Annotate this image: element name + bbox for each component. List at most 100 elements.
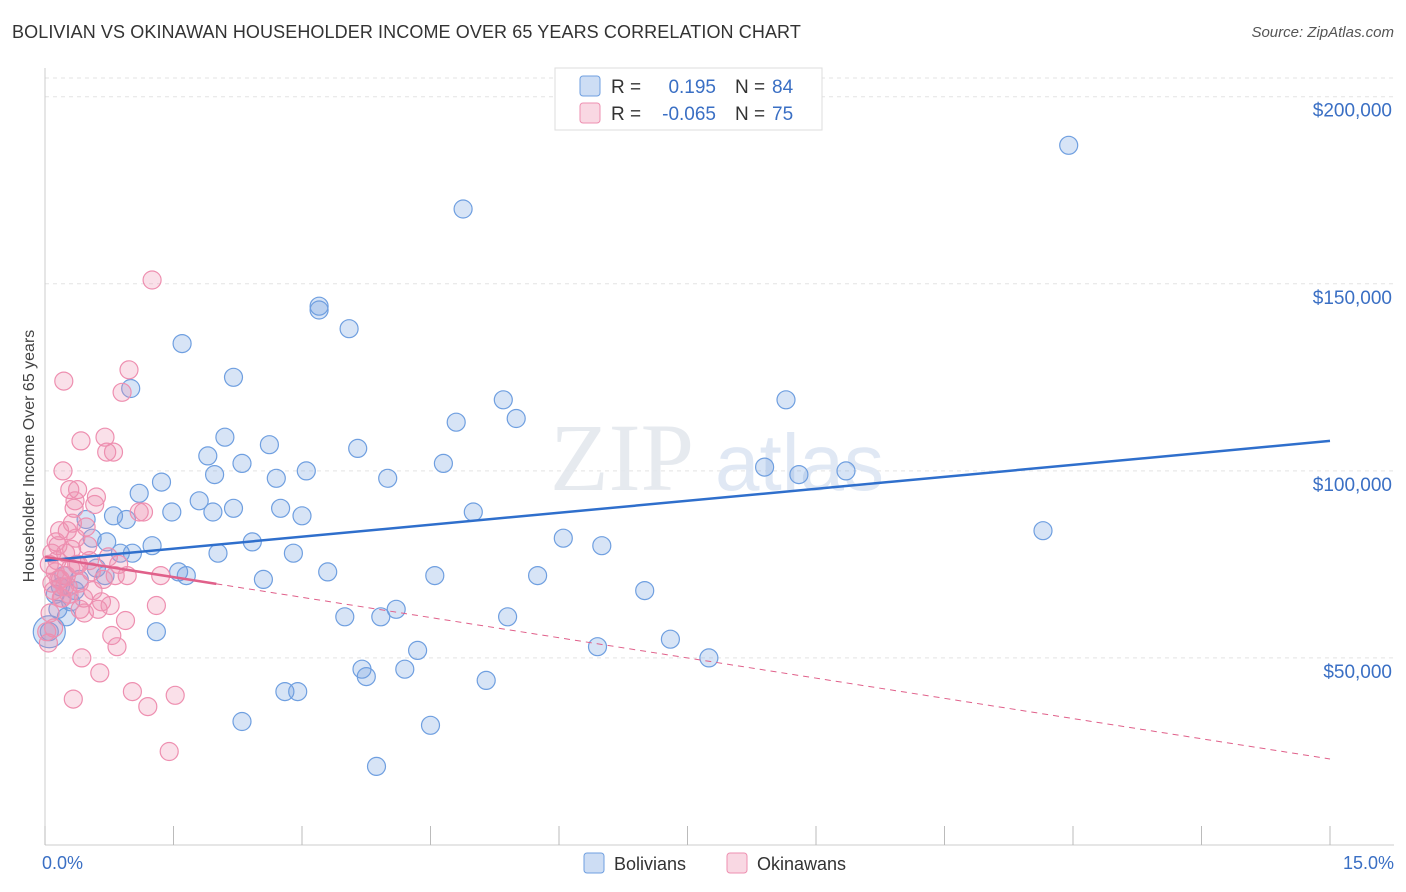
x-tick-label-max: 15.0%	[1343, 853, 1394, 873]
okinawans-point-1	[38, 633, 59, 653]
bolivians-point-54	[420, 715, 441, 735]
legend-r-label-1: R =	[611, 77, 641, 98]
bolivians-point-65	[553, 528, 573, 548]
bolivians-point-18	[129, 483, 149, 503]
trend-lines	[44, 439, 1331, 760]
x-ticks	[44, 826, 1331, 845]
bolivians-point-35	[266, 468, 286, 488]
bolivians-point-27	[205, 465, 225, 485]
okinawans-point-70	[57, 521, 77, 541]
okinawans-point-44	[103, 442, 124, 462]
bolivians-point-30	[223, 498, 244, 518]
bolivians-point-64	[527, 565, 548, 586]
okinawans-point-36	[90, 663, 110, 683]
okinawans-point-56	[142, 270, 162, 290]
bolivians-point-66	[587, 637, 608, 657]
legend-r-value-2: -0.065	[662, 104, 716, 125]
okinawans-point-55	[138, 696, 158, 717]
legend-n-label-2: N =	[735, 104, 765, 125]
bolivians-point-43	[318, 562, 338, 582]
bolivians-point-83	[232, 711, 252, 732]
bolivians-point-75	[1033, 521, 1053, 541]
watermark-atlas: atlas	[715, 418, 884, 507]
bolivians-point-68	[635, 580, 655, 601]
okinawans-point-51	[119, 360, 139, 380]
y-tick-labels: $50,000 $100,000 $150,000 $200,000	[1313, 101, 1392, 683]
okinawans-point-54	[133, 502, 154, 522]
okinawans-point-64	[43, 618, 64, 638]
okinawans-point-46	[107, 637, 127, 657]
legend-r-value-1: 0.195	[668, 77, 716, 98]
bolivians-point-61	[493, 390, 513, 410]
bolivians-point-80	[203, 502, 223, 522]
bolivians-point-34	[259, 435, 279, 455]
okinawans-point-48	[112, 382, 132, 402]
trend-line-okinawans-dashed	[216, 583, 1331, 760]
bolivians-point-20	[146, 622, 166, 642]
bolivians-point-21	[151, 472, 172, 492]
y-tick-label-2: $150,000	[1313, 288, 1392, 309]
bolivians-point-57	[446, 412, 466, 432]
bolivians-point-62	[498, 607, 518, 627]
bolivians-point-55	[425, 565, 445, 586]
bolivians-point-76	[1059, 135, 1079, 155]
bottom-legend-swatch-bolivians	[583, 852, 605, 874]
okinawans-point-19	[65, 491, 85, 511]
bolivians-point-24	[176, 565, 196, 586]
okinawans-point-38	[93, 569, 113, 590]
bolivians-point-49	[371, 607, 391, 627]
okinawans-point-29	[78, 536, 98, 556]
okinawans-point-69	[55, 577, 75, 597]
bolivians-point-53	[408, 640, 428, 661]
okinawans-point-42	[100, 595, 120, 616]
axes	[44, 68, 1394, 846]
legend-swatch-okinawans	[579, 102, 601, 124]
okinawans-point-18	[64, 498, 84, 518]
bolivians-point-71	[754, 457, 775, 477]
bolivians-point-69	[660, 629, 681, 649]
chart-title: BOLIVIAN VS OKINAWAN HOUSEHOLDER INCOME …	[12, 22, 801, 42]
bolivians-point-45	[339, 319, 359, 339]
bolivians-point-58	[453, 199, 473, 219]
okinawans-point-28	[76, 517, 96, 537]
bolivians-point-51	[386, 599, 406, 619]
bolivians-point-72	[776, 390, 796, 410]
bolivians-point-25	[189, 491, 209, 511]
trend-line-okinawans-solid	[44, 555, 217, 586]
okinawans-point-61	[63, 689, 83, 709]
bolivians-point-38	[283, 543, 303, 563]
bottom-legend: Bolivians Okinawans	[583, 852, 846, 874]
bolivians-point-22	[162, 502, 182, 522]
bolivians-point-33	[253, 569, 273, 590]
watermark-zip: ZIP	[550, 404, 694, 511]
legend-n-value-1: 84	[772, 77, 794, 98]
watermark: ZIP atlas	[550, 404, 884, 511]
trend-line-bolivians	[44, 439, 1331, 562]
bolivians-point-26	[198, 446, 218, 466]
bolivians-point-79	[223, 367, 244, 387]
okinawans-point-21	[67, 480, 88, 500]
chart-source: Source: ZipAtlas.com	[1251, 24, 1394, 41]
legend-n-value-2: 75	[772, 104, 793, 125]
bolivians-point-50	[378, 468, 398, 488]
okinawans-point-25	[72, 648, 92, 668]
bottom-legend-label-bolivians: Bolivians	[614, 854, 686, 874]
okinawans-point-52	[122, 681, 142, 702]
okinawans-point-57	[146, 595, 166, 616]
bolivians-point-48	[356, 666, 376, 687]
okinawans-point-40	[97, 442, 117, 462]
x-tick-label-min: 0.0%	[42, 853, 83, 873]
okinawans-point-2	[40, 603, 60, 623]
legend-swatch-bolivians	[579, 75, 601, 97]
okinawans-point-67	[51, 588, 71, 608]
okinawans-point-24	[71, 431, 91, 451]
okinawans-point-11	[54, 371, 74, 391]
bolivians-point-13	[97, 532, 117, 552]
bolivians-point-59	[463, 502, 483, 522]
legend-n-label-1: N =	[735, 77, 765, 98]
y-tick-label-1: $100,000	[1313, 475, 1392, 496]
bolivians-point-29	[215, 427, 235, 447]
okinawans-point-74	[70, 599, 90, 619]
bolivians-point-46	[348, 438, 368, 458]
bolivians-point-31	[232, 453, 252, 473]
